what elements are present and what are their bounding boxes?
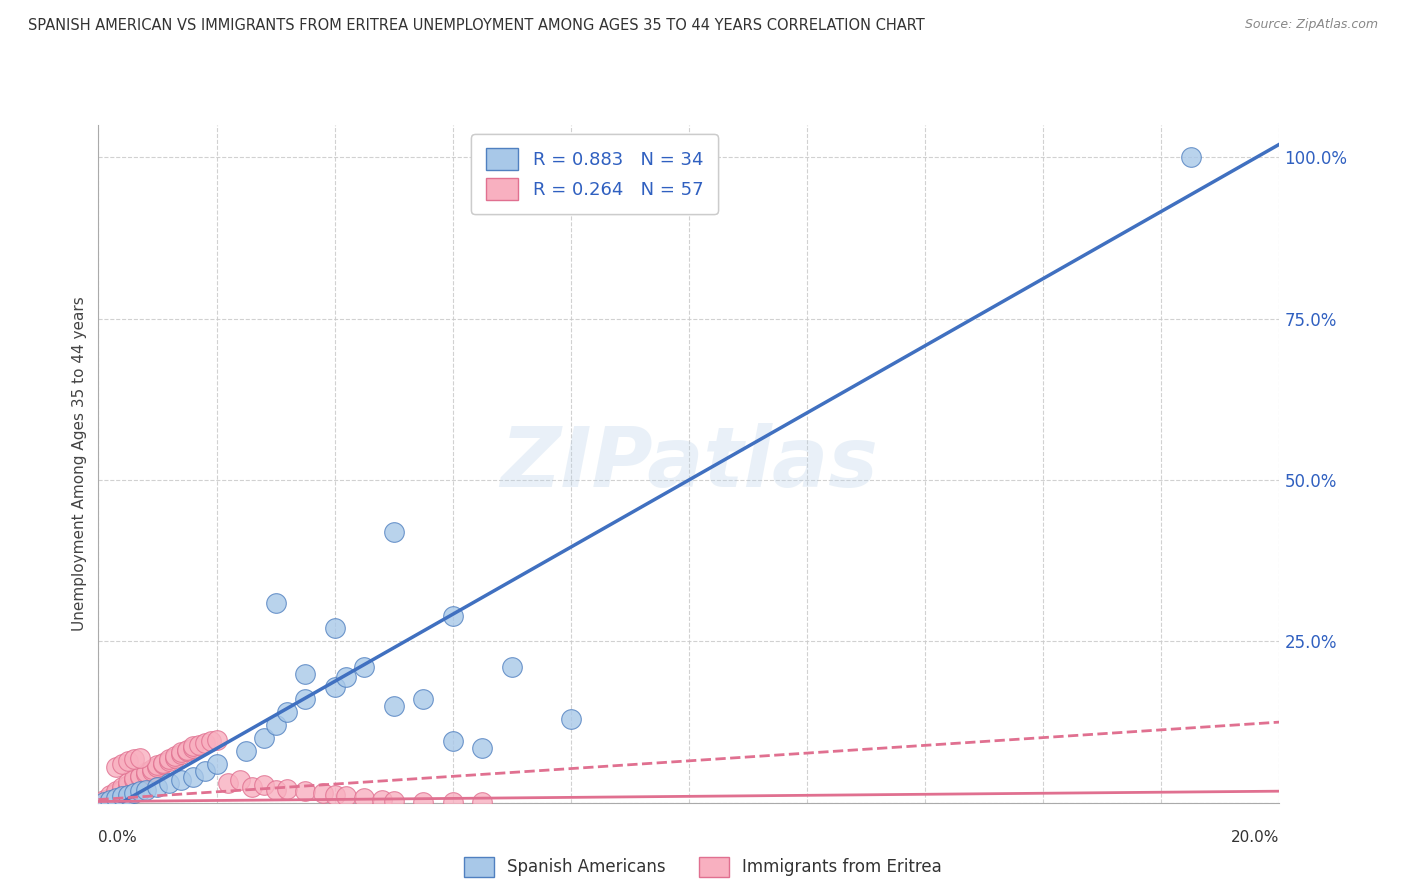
Point — [157, 752, 180, 766]
Point — [135, 764, 157, 779]
Point — [135, 766, 157, 780]
Legend: Spanish Americans, Immigrants from Eritrea: Spanish Americans, Immigrants from Eritr… — [457, 850, 949, 884]
Point — [323, 680, 346, 694]
Text: Source: ZipAtlas.com: Source: ZipAtlas.com — [1244, 18, 1378, 31]
Point — [105, 784, 128, 798]
Point — [294, 784, 316, 798]
Point — [194, 764, 217, 778]
Text: ZIPatlas: ZIPatlas — [501, 424, 877, 504]
Point — [141, 764, 163, 778]
Point — [117, 778, 139, 792]
Point — [93, 792, 115, 806]
Point — [128, 769, 150, 783]
Point — [122, 773, 145, 788]
Point — [165, 749, 187, 764]
Point — [181, 739, 204, 753]
Point — [152, 756, 174, 770]
Point — [441, 734, 464, 748]
Point — [335, 670, 357, 684]
Point — [412, 692, 434, 706]
Point — [170, 773, 193, 788]
Point — [105, 786, 128, 800]
Point — [98, 788, 121, 802]
Legend: R = 0.883   N = 34, R = 0.264   N = 57: R = 0.883 N = 34, R = 0.264 N = 57 — [471, 134, 717, 214]
Y-axis label: Unemployment Among Ages 35 to 44 years: Unemployment Among Ages 35 to 44 years — [72, 296, 87, 632]
Point — [111, 780, 134, 794]
Point — [176, 743, 198, 757]
Point — [382, 794, 405, 808]
Point — [323, 622, 346, 636]
Point — [128, 770, 150, 784]
Point — [276, 706, 298, 720]
Point — [111, 757, 134, 772]
Point — [165, 750, 187, 764]
Point — [93, 795, 115, 809]
Point — [194, 736, 217, 750]
Point — [146, 758, 169, 772]
Point — [323, 788, 346, 802]
Point — [240, 780, 263, 794]
Point — [105, 790, 128, 805]
Point — [181, 740, 204, 755]
Point — [294, 666, 316, 681]
Point — [276, 781, 298, 796]
Point — [335, 789, 357, 804]
Point — [105, 760, 128, 774]
Point — [205, 732, 228, 747]
Point — [560, 712, 582, 726]
Point — [412, 795, 434, 809]
Point — [253, 778, 276, 792]
Point — [264, 596, 287, 610]
Point — [93, 795, 115, 809]
Point — [170, 747, 193, 762]
Point — [264, 718, 287, 732]
Point — [98, 790, 121, 805]
Point — [312, 786, 335, 800]
Point — [98, 792, 121, 806]
Point — [111, 783, 134, 797]
Point — [146, 780, 169, 794]
Point — [117, 754, 139, 768]
Point — [176, 744, 198, 758]
Point — [157, 754, 180, 768]
Point — [187, 738, 209, 752]
Point — [181, 770, 204, 784]
Point — [353, 790, 375, 805]
Point — [1180, 150, 1202, 164]
Point — [382, 524, 405, 539]
Point — [122, 752, 145, 766]
Point — [382, 698, 405, 713]
Point — [200, 734, 222, 748]
Point — [152, 757, 174, 772]
Point — [353, 660, 375, 674]
Point — [170, 746, 193, 760]
Point — [371, 792, 394, 806]
Point — [441, 608, 464, 623]
Text: SPANISH AMERICAN VS IMMIGRANTS FROM ERITREA UNEMPLOYMENT AMONG AGES 35 TO 44 YEA: SPANISH AMERICAN VS IMMIGRANTS FROM ERIT… — [28, 18, 925, 33]
Text: 0.0%: 0.0% — [98, 830, 138, 845]
Point — [128, 750, 150, 764]
Point — [117, 788, 139, 802]
Point — [264, 783, 287, 797]
Point — [205, 757, 228, 772]
Text: 20.0%: 20.0% — [1232, 830, 1279, 845]
Point — [111, 789, 134, 804]
Point — [117, 775, 139, 789]
Point — [146, 760, 169, 774]
Point — [122, 771, 145, 785]
Point — [294, 692, 316, 706]
Point — [217, 776, 239, 790]
Point — [122, 786, 145, 800]
Point — [253, 731, 276, 746]
Point — [471, 740, 494, 755]
Point — [235, 744, 257, 758]
Point — [141, 762, 163, 776]
Point — [501, 660, 523, 674]
Point — [229, 773, 252, 788]
Point — [471, 795, 494, 809]
Point — [157, 776, 180, 790]
Point — [135, 783, 157, 797]
Point — [441, 795, 464, 809]
Point — [128, 784, 150, 798]
